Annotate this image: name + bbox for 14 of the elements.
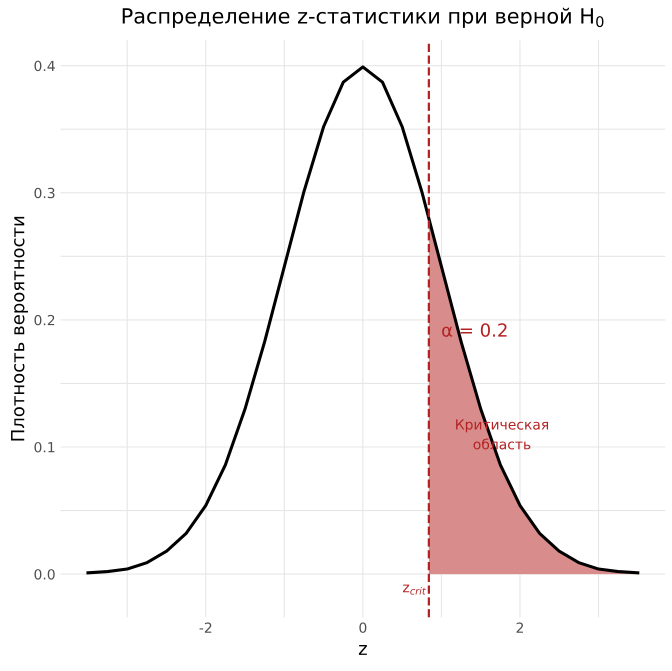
y-axis-title: Плотность вероятности [11,216,28,441]
annotation: α = 0.2 [442,323,507,337]
x-tick-label: 0 [359,622,366,633]
y-tick-label: 0.2 [34,314,54,326]
y-tick-label: 0.3 [34,188,55,198]
y-tick-label: 0.0 [34,569,55,580]
y-tick-label: 0.4 [34,60,55,72]
chart-title: Распределение z-статистики при верной H$_{0}$ [122,8,604,28]
line-series [86,65,640,574]
x-tick-label: -2 [200,622,212,633]
x-axis-title: z [358,645,367,655]
y-tick-label: 0.1 [34,442,54,452]
annotation: z$_{crit}$ [403,584,426,595]
x-tick-label: 2 [516,622,523,633]
